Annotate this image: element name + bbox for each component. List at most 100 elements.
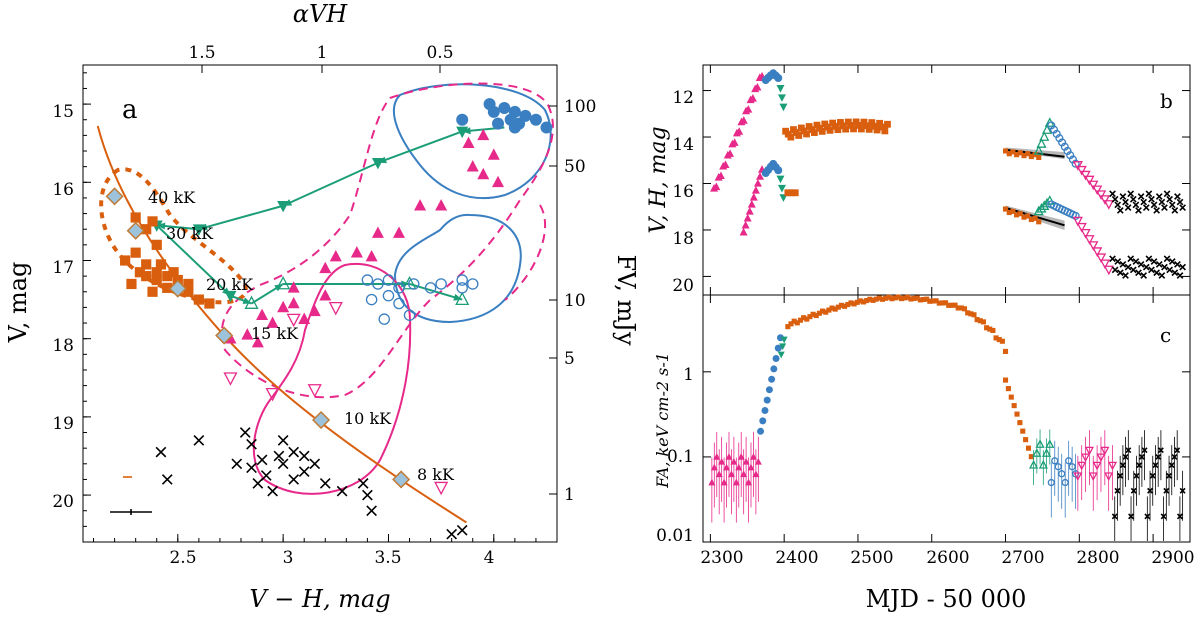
data-point (266, 316, 279, 328)
data-point (1080, 170, 1091, 181)
data-point (1010, 208, 1016, 214)
data-point (456, 524, 468, 536)
data-point (403, 309, 416, 321)
data-point (1036, 138, 1047, 148)
data-point (1051, 457, 1059, 465)
data-point (276, 275, 291, 290)
data-point (161, 474, 173, 485)
panel-a-righttick-labels: 100 50 10 5 1 (564, 97, 596, 505)
x-mark (298, 466, 310, 477)
panel-a-label: a (122, 95, 138, 125)
x-mark (288, 474, 300, 485)
data-point (308, 304, 321, 317)
righttick-label: 10 (564, 291, 586, 311)
x-mark (1111, 266, 1119, 274)
x-mark (1132, 201, 1140, 209)
data-point (1163, 190, 1171, 198)
data-point (854, 299, 860, 305)
data-point (816, 310, 822, 316)
data-point (1077, 461, 1087, 471)
data-point (739, 227, 748, 236)
data-point (366, 505, 377, 517)
data-point (1155, 260, 1163, 268)
data-point (256, 454, 268, 466)
x-mark (1141, 447, 1148, 454)
data-point (777, 184, 786, 193)
data-point (743, 213, 752, 222)
data-point (737, 453, 745, 460)
data-point (329, 249, 342, 262)
data-point (319, 289, 332, 301)
ytick-label: 17 (52, 258, 74, 278)
data-point (708, 478, 716, 486)
data-point (774, 166, 783, 175)
data-point (1096, 453, 1106, 463)
data-point (765, 386, 773, 394)
data-point (1032, 215, 1038, 221)
data-point (1137, 193, 1145, 200)
data-point (298, 450, 310, 462)
x-mark (446, 528, 458, 540)
panel-a-toptick-labels: 1.5 1 0.5 (188, 43, 453, 63)
data-point (889, 296, 895, 302)
data-point (1033, 205, 1044, 216)
data-point (414, 199, 427, 211)
data-point (273, 450, 285, 462)
x-mark (1111, 195, 1119, 203)
green-arrow-head (462, 127, 471, 135)
data-point (777, 351, 785, 359)
contour-magenta-solid (252, 262, 412, 495)
data-point (1014, 411, 1020, 417)
x-mark (1122, 272, 1129, 279)
data-point (1084, 175, 1095, 186)
x-mark (1152, 462, 1159, 469)
data-point (1088, 180, 1099, 191)
data-point (895, 294, 901, 300)
data-point (1058, 470, 1066, 478)
data-point (141, 224, 152, 235)
data-point (977, 318, 983, 324)
data-point (540, 121, 553, 134)
data-point (1099, 195, 1111, 205)
data-point (740, 470, 748, 478)
data-point (244, 295, 259, 309)
data-point (845, 302, 851, 308)
data-point (902, 295, 908, 301)
data-point (980, 319, 986, 325)
data-point (710, 463, 718, 471)
data-point (151, 239, 162, 250)
x-mark (1114, 258, 1122, 265)
data-point (745, 478, 753, 486)
ytick-label: 0.1 (667, 447, 694, 467)
data-point (1157, 447, 1164, 454)
data-point (730, 458, 738, 465)
data-point (779, 343, 787, 351)
data-point (788, 321, 794, 327)
data-point (768, 375, 776, 383)
panel-a-xtick-labels: 2.5 3 3.5 4 (169, 548, 494, 568)
data-point (842, 303, 848, 309)
data-point (466, 278, 479, 290)
ytick-label: 15 (52, 102, 74, 122)
data-point (744, 105, 753, 113)
data-point (850, 125, 857, 133)
data-point (151, 274, 162, 286)
data-point (723, 463, 731, 471)
data-point (1119, 193, 1127, 200)
x-mark (1176, 513, 1183, 520)
data-point (277, 300, 290, 313)
data-point (1111, 266, 1119, 274)
data-point (1109, 255, 1116, 263)
data-point (1140, 198, 1148, 206)
x-mark (1153, 207, 1161, 214)
data-point (847, 122, 855, 129)
x-mark (1137, 260, 1145, 268)
data-point (735, 463, 743, 471)
data-point (1039, 131, 1050, 141)
data-point (787, 133, 795, 141)
x-mark (1114, 487, 1121, 494)
x-mark (1122, 198, 1129, 206)
data-point (842, 125, 850, 133)
data-point (456, 274, 468, 286)
panel-c-label: c (1160, 323, 1171, 347)
